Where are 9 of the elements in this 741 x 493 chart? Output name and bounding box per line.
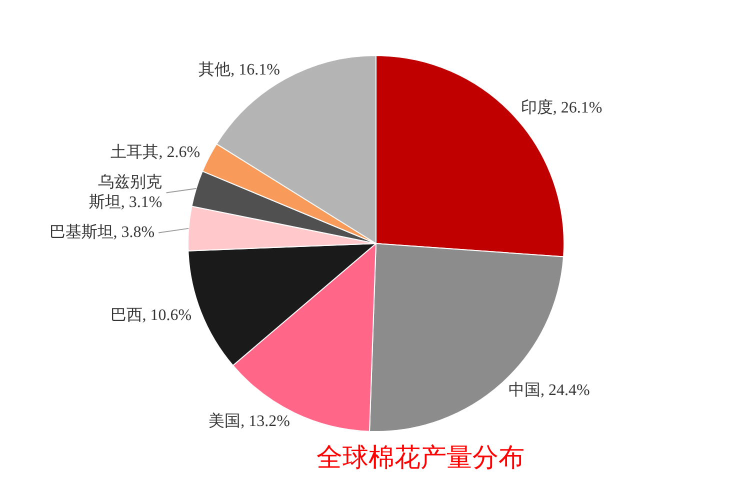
slice-label: 美国, 13.2% [208,412,290,430]
slice-label: 土耳其, 2.6% [110,142,200,161]
slice-label: 中国, 24.4% [508,380,590,399]
slice-label: 巴西, 10.6% [110,306,192,324]
text: 全球棉花产量分布 [316,442,526,475]
slice-label: 巴基斯坦, 3.8% [49,222,155,241]
slice-label: 乌兹别克斯坦, 3.1% [88,172,162,211]
slice-label: 印度, 26.1% [520,98,602,117]
slice-label: 其他, 16.1% [198,60,280,79]
